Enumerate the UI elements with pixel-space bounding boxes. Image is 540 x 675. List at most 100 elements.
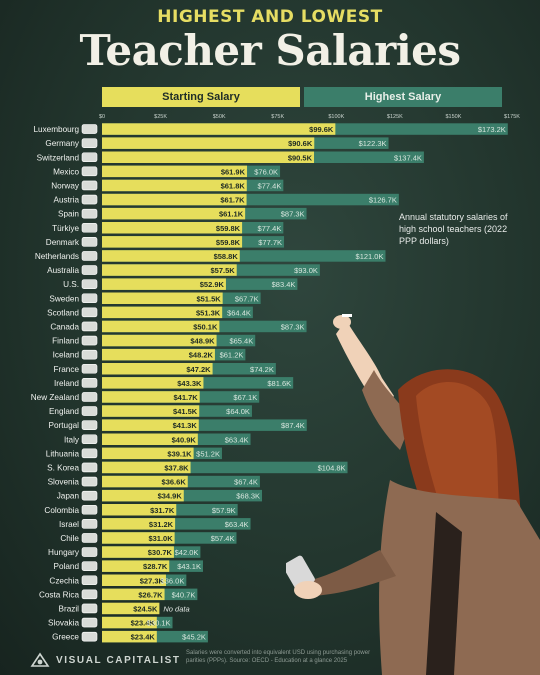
starting-salary-bar <box>102 222 243 234</box>
starting-salary-label: $24.5K <box>133 604 158 613</box>
highest-salary-label: $68.3K <box>236 492 260 501</box>
starting-salary-label: $61.9K <box>221 167 246 176</box>
highest-salary-label: $64.0K <box>226 407 250 416</box>
chart-annotation: Annual statutory salaries of high school… <box>399 212 508 246</box>
highest-salary-label: $30.1K <box>147 619 171 628</box>
country-label: Poland <box>54 562 80 571</box>
starting-salary-bar <box>102 433 198 445</box>
highest-salary-label: $173.2K <box>478 125 506 134</box>
starting-salary-label: $43.3K <box>177 379 202 388</box>
highest-salary-label: $67.7K <box>235 294 259 303</box>
country-label: Mexico <box>53 167 79 176</box>
highest-salary-label: $51.2K <box>196 449 220 458</box>
starting-salary-label: $23.4K <box>131 619 156 628</box>
starting-salary-label: $59.8K <box>216 238 241 247</box>
sweden-flag-icon <box>81 293 98 304</box>
starting-salary-label: $57.5K <box>211 266 236 275</box>
highest-salary-label: $93.0K <box>294 266 318 275</box>
south-korea-flag-icon <box>81 462 98 473</box>
starting-salary-label: $61.8K <box>221 181 246 190</box>
starting-salary-label: $40.9K <box>172 435 197 444</box>
country-label: Finland <box>52 337 79 346</box>
starting-salary-label: $61.7K <box>220 196 245 205</box>
country-label: Japan <box>57 492 80 501</box>
highest-salary-label: $57.9K <box>212 506 236 515</box>
starting-salary-label: $58.8K <box>214 252 239 261</box>
legend-highest-salary: Highest Salary <box>304 87 502 107</box>
country-label: Norway <box>51 181 80 190</box>
starting-salary-label: $31.0K <box>148 534 173 543</box>
starting-salary-label: $51.3K <box>196 308 221 317</box>
austria-flag-icon <box>81 194 98 205</box>
starting-salary-bar <box>102 532 175 544</box>
highest-salary-label: $77.4K <box>258 224 282 233</box>
luxembourg-flag-icon <box>81 124 98 134</box>
country-label: Iceland <box>53 351 80 360</box>
highest-salary-label: $121.0K <box>356 252 384 261</box>
starting-salary-bar <box>102 377 204 389</box>
country-label: Ireland <box>54 379 79 388</box>
starting-salary-label: $36.6K <box>162 478 187 487</box>
japan-flag-icon <box>81 490 98 501</box>
highest-salary-bar <box>102 193 399 206</box>
x-tick-label: $75K <box>271 114 284 120</box>
country-label: Costa Rica <box>39 590 79 599</box>
denmark-flag-icon <box>81 237 98 247</box>
portugal-flag-icon <box>81 420 98 430</box>
starting-salary-label: $41.5K <box>173 407 198 416</box>
starting-salary-label: $31.7K <box>150 506 175 515</box>
country-label: New Zealand <box>31 393 80 402</box>
starting-salary-bar <box>102 419 199 431</box>
england-flag-icon <box>81 406 98 416</box>
slovenia-flag-icon <box>81 476 98 487</box>
country-label: Sweden <box>49 294 79 303</box>
highest-salary-label: $42.0K <box>175 548 199 557</box>
czechia-flag-icon <box>81 575 98 586</box>
highest-salary-label: $67.1K <box>233 393 257 402</box>
country-label: Lithuania <box>46 449 80 458</box>
slovakia-flag-icon <box>81 617 98 628</box>
us-flag-icon <box>81 279 98 289</box>
x-tick-label: $150K <box>445 114 461 120</box>
turkiye-flag-icon <box>81 222 98 233</box>
starting-salary-label: $26.7K <box>138 590 163 599</box>
x-tick-label: $50K <box>213 114 226 120</box>
starting-salary-label: $27.3K <box>140 576 165 585</box>
brand-name: VISUAL CAPITALIST <box>56 655 181 666</box>
country-label: Switzerland <box>37 153 80 162</box>
highest-salary-label: $63.4K <box>225 435 249 444</box>
iceland-flag-icon <box>81 349 98 360</box>
starting-salary-label: $39.1K <box>167 449 192 458</box>
mexico-flag-icon <box>81 166 98 177</box>
country-label: Luxembourg <box>33 125 79 134</box>
starting-salary-bar <box>102 616 157 629</box>
highest-salary-label: $87.4K <box>281 421 305 430</box>
starting-salary-label: $23.4K <box>131 633 156 642</box>
ireland-flag-icon <box>81 378 98 388</box>
country-label: Denmark <box>46 238 80 247</box>
country-label: Austria <box>54 196 80 205</box>
starting-salary-bar <box>102 306 223 319</box>
chart-title: Teacher Salaries <box>79 26 461 75</box>
x-tick-label: $0 <box>99 114 105 120</box>
highest-salary-label: $76.0K <box>254 167 278 176</box>
country-label: Brazil <box>59 604 80 613</box>
starting-salary-bar <box>102 264 237 276</box>
legend-highest-label: Highest Salary <box>364 91 442 103</box>
starting-salary-bar <box>102 574 166 586</box>
country-label: Israel <box>59 520 79 529</box>
country-label: Scotland <box>47 308 79 317</box>
country-label: U.S. <box>63 280 79 289</box>
highest-salary-label: $57.4K <box>211 534 235 543</box>
country-label: France <box>54 365 80 374</box>
x-tick-label: $100K <box>328 114 344 120</box>
starting-salary-bar <box>102 504 177 516</box>
highest-salary-label: $122.3K <box>359 139 387 148</box>
highest-salary-label: $45.2K <box>182 633 206 642</box>
starting-salary-bar <box>102 363 213 375</box>
italy-flag-icon <box>81 434 98 445</box>
teacher-illustration <box>286 314 540 675</box>
country-label: Czechia <box>49 576 79 585</box>
starting-salary-bar <box>102 630 157 643</box>
